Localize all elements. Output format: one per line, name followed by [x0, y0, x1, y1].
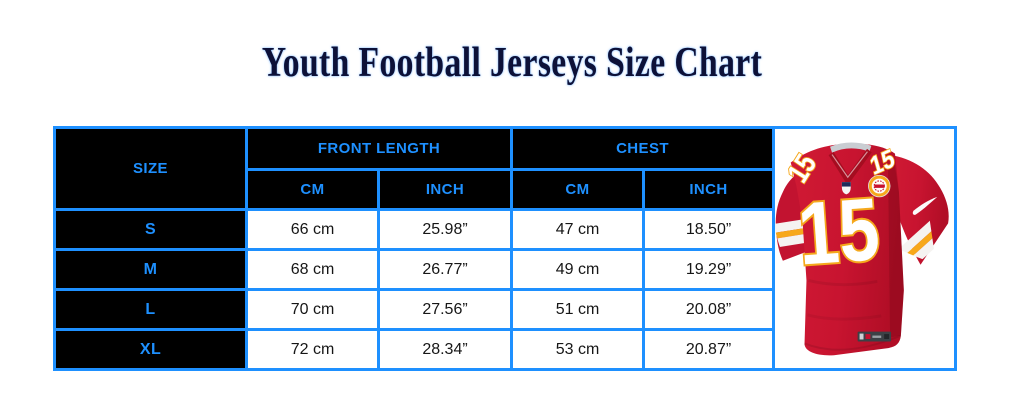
- jersey-image: 15 15 15: [776, 142, 953, 355]
- table-row: L 70 cm 27.56” 51 cm 20.08”: [53, 288, 956, 331]
- front-length-cm-value: 70 cm: [245, 288, 380, 331]
- header-front-inch: INCH: [377, 168, 513, 211]
- size-label: L: [53, 288, 248, 331]
- team-patch-icon: [868, 174, 891, 197]
- header-row-units: CM INCH CM INCH: [55, 168, 956, 211]
- header-chest-inch: INCH: [642, 168, 775, 211]
- size-label: M: [53, 248, 248, 291]
- svg-text:15: 15: [795, 180, 882, 284]
- header-chest: CHEST: [510, 126, 775, 171]
- front-length-inch-value: 26.77”: [377, 248, 513, 291]
- header-front-cm: CM: [245, 168, 380, 211]
- chest-cm-value: 51 cm: [510, 288, 645, 331]
- nfl-shield-icon: [841, 181, 851, 194]
- chest-inch-value: 19.29”: [642, 248, 775, 291]
- back-collar: [830, 142, 872, 153]
- jock-tag: [857, 331, 892, 341]
- front-length-inch-value: 27.56”: [377, 288, 513, 331]
- size-chart-table: SIZE FRONT LENGTH CHEST: [53, 126, 957, 371]
- jersey-collar: [828, 142, 872, 185]
- chest-inch-value: 20.87”: [642, 328, 775, 371]
- front-length-inch-value: 25.98”: [377, 208, 513, 251]
- chest-inch-value: 20.08”: [642, 288, 775, 331]
- table-row: XL 72 cm 28.34” 53 cm 20.87”: [53, 328, 956, 371]
- chest-cm-value: 49 cm: [510, 248, 645, 291]
- chest-number: 15: [793, 178, 884, 286]
- jersey-image-cell: 15 15 15: [772, 126, 957, 371]
- header-row-groups: SIZE FRONT LENGTH CHEST: [53, 126, 957, 371]
- front-length-cm-value: 68 cm: [245, 248, 380, 291]
- chest-inch-value: 18.50”: [642, 208, 775, 251]
- size-label: S: [53, 208, 248, 251]
- side-panel-shadow: [888, 159, 904, 338]
- size-label: XL: [53, 328, 248, 371]
- table-row: S 66 cm 25.98” 47 cm 18.50”: [53, 208, 956, 251]
- table-row: M 68 cm 26.77” 49 cm 19.29”: [53, 248, 956, 291]
- header-size: SIZE: [53, 126, 248, 211]
- front-length-inch-value: 28.34”: [377, 328, 513, 371]
- front-length-cm-value: 72 cm: [245, 328, 380, 371]
- front-length-cm-value: 66 cm: [245, 208, 380, 251]
- page-title: Youth Football Jerseys Size Chart: [261, 40, 763, 86]
- chest-cm-value: 47 cm: [510, 208, 645, 251]
- brand-swoosh-icon: [912, 196, 938, 215]
- header-chest-cm: CM: [510, 168, 645, 211]
- chest-cm-value: 53 cm: [510, 328, 645, 371]
- header-front-length: FRONT LENGTH: [245, 126, 513, 171]
